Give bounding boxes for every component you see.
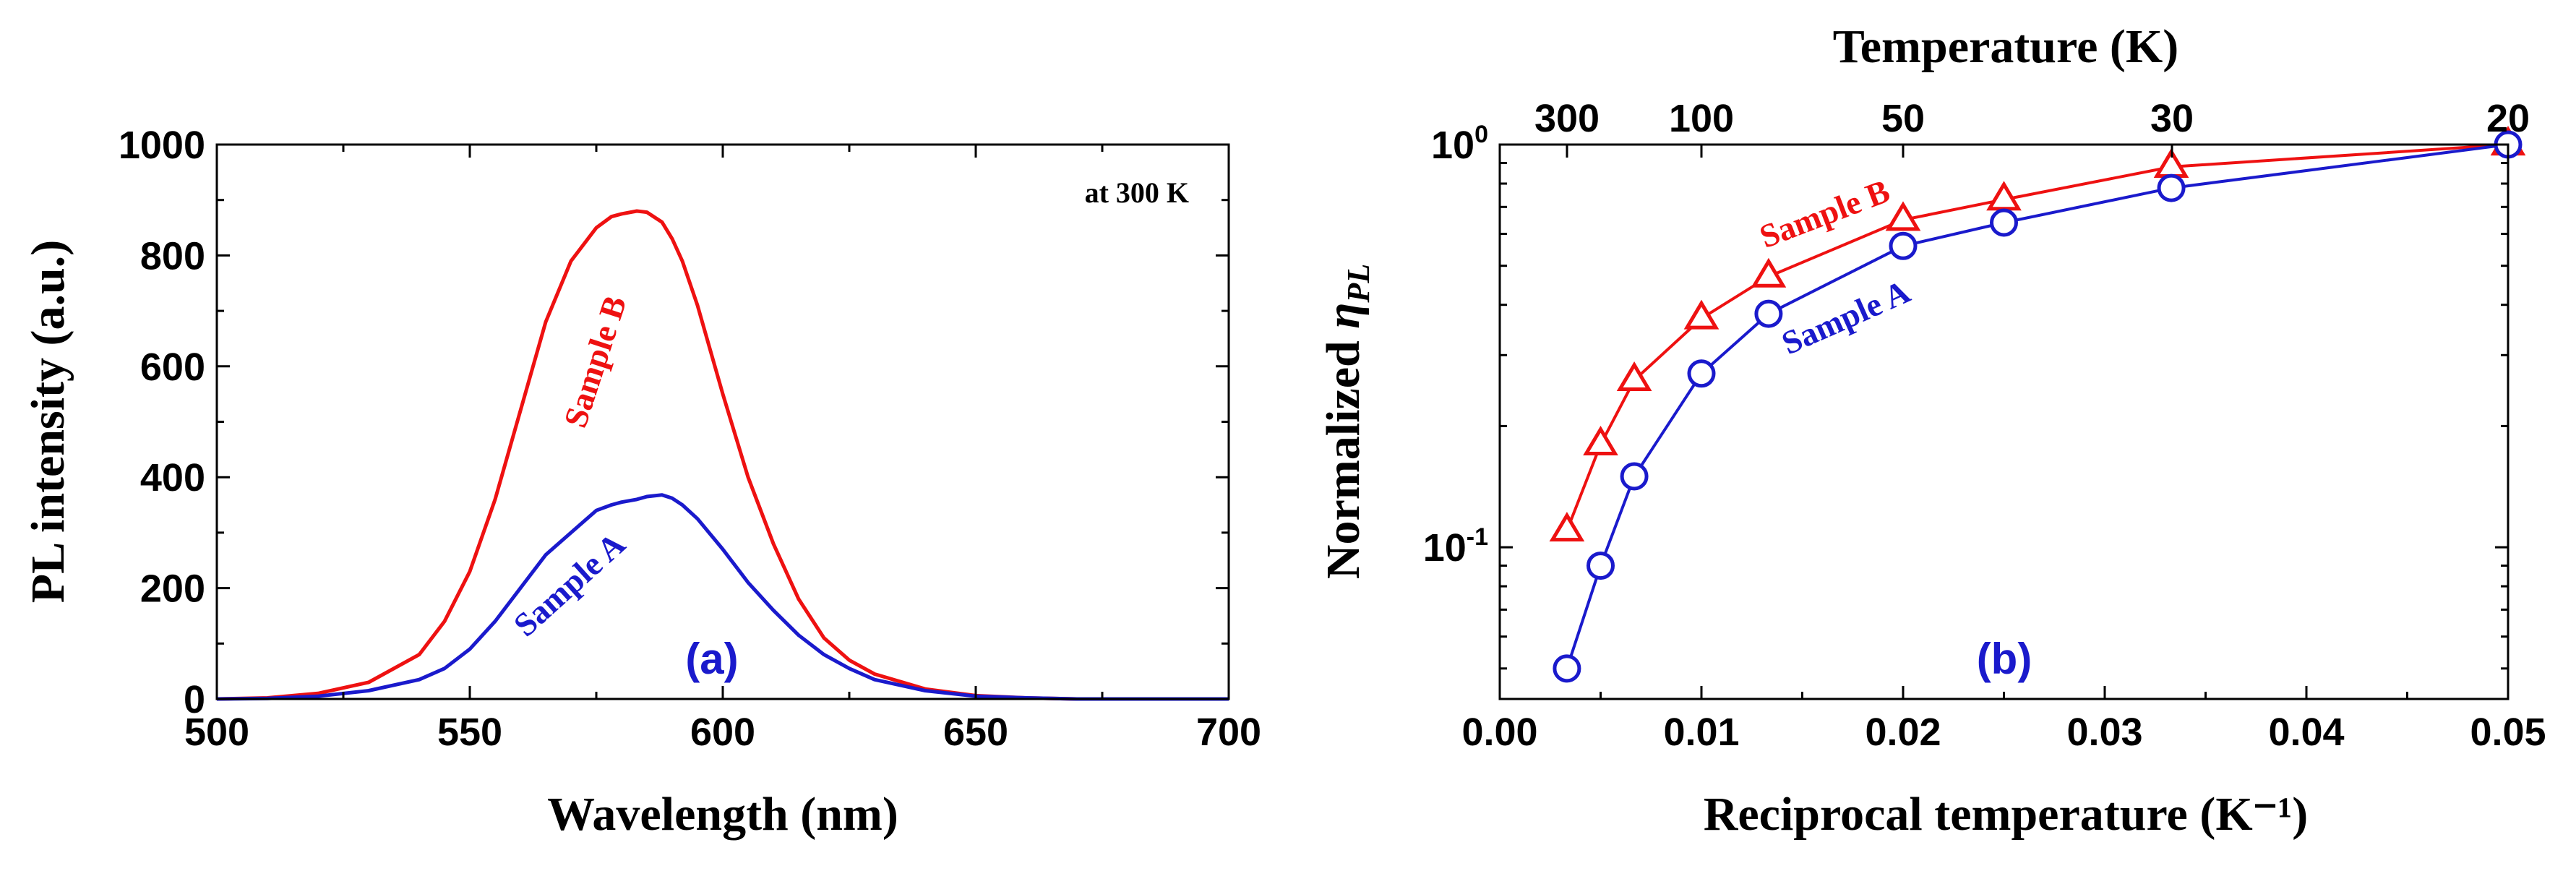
panel-a-x-tick-label: 650 — [943, 711, 1008, 754]
panel-b-label-sample-b: Sample B — [1755, 172, 1895, 255]
panel-b-top-tick-label: 100 — [1669, 97, 1734, 140]
panel-b-point-sample-b — [1751, 257, 1787, 288]
panel-b-y-tick-base: 10 — [1423, 526, 1467, 570]
panel-b-x-tick-label: 0.02 — [1865, 711, 1941, 754]
panel-b-x-ticks: 0.00 0.01 0.02 0.03 0.04 0.05 — [1461, 686, 2546, 754]
panel-b-y-title-symbol: η — [1317, 303, 1370, 329]
panel-a-line-sample-a — [216, 493, 1229, 701]
panel-a-y-tick-label: 400 — [140, 456, 205, 499]
panel-a-frame — [215, 143, 1230, 700]
panel-a-panel-label: (a) — [685, 635, 738, 683]
panel-a-curves — [216, 209, 1229, 701]
panel-a-y-tick-label: 1000 — [119, 124, 205, 167]
panel-b-x-tick-label: 0.05 — [2470, 711, 2546, 754]
panel-b-label-sample-a: Sample A — [1777, 273, 1915, 361]
panel-a-y-tick-label: 200 — [140, 567, 205, 611]
panel-b-point-sample-a — [1990, 208, 2018, 237]
panel-a-y-tick-label: 800 — [140, 234, 205, 278]
panel-a-y-tick-label: 0 — [184, 678, 205, 721]
panel-b-point-sample-b — [1616, 361, 1652, 392]
panel-a-x-tick-label: 550 — [437, 711, 502, 754]
panel-a-x-axis-title: Wavelength (nm) — [547, 788, 898, 841]
panel-b-x-tick-label: 0.03 — [2066, 711, 2142, 754]
panel-a-x-tick-label: 600 — [690, 711, 755, 754]
panel-b-point-sample-a — [1587, 552, 1615, 580]
panel-a-y-ticks: 0 200 400 600 800 1000 — [119, 124, 1229, 721]
panel-b-top-ticks: 300 100 50 30 20 — [1534, 97, 2530, 158]
panel-b-y-tick-exponent: -1 — [1467, 523, 1488, 551]
panel-b-x-tick-label: 0.00 — [1461, 711, 1537, 754]
panel-b-point-sample-b — [1549, 512, 1585, 542]
panel-b-point-sample-a — [1754, 299, 1783, 328]
panel-a-x-ticks: 500 550 600 650 700 — [184, 145, 1261, 754]
panel-b-series — [1549, 126, 2526, 683]
panel-b-point-sample-a — [1553, 654, 1581, 683]
panel-b-y-tick-base: 10 — [1431, 124, 1474, 167]
panel-a-y-tick-label: 600 — [140, 346, 205, 389]
panel-b-x-tick-label: 0.01 — [1663, 711, 1739, 754]
panel-b-top-axis-title: Temperature (K) — [1833, 20, 2178, 73]
panel-b-top-tick-label: 50 — [1881, 97, 1925, 140]
panel-b-y-title-sub: PL — [1341, 264, 1376, 304]
panel-b-y-tick-label: 100 — [1431, 121, 1488, 167]
panel-b-y-axis-title: Normalized ηPL — [1317, 264, 1376, 579]
panel-a-y-axis-title: PL intensity (a.u.) — [22, 240, 74, 603]
panel-a-annotation: at 300 K — [1085, 176, 1189, 209]
panel-b-point-sample-a — [1620, 462, 1649, 491]
panel-b-top-tick-label: 20 — [2486, 97, 2530, 140]
panel-b-top-tick-label: 300 — [1534, 97, 1600, 140]
panel-b-y-tick-label: 10-1 — [1423, 523, 1488, 570]
panel-a-label-sample-b: Sample B — [557, 291, 634, 432]
panel-a-x-tick-label: 700 — [1196, 711, 1261, 754]
panel-b-x-tick-label: 0.04 — [2268, 711, 2344, 754]
panel-b-point-sample-b — [1583, 425, 1618, 455]
panel-b-point-sample-a — [2157, 173, 2186, 202]
panel-a-chart: 500 550 600 650 700 0 200 400 600 800 1000 Wavele… — [22, 124, 1261, 841]
panel-b-y-tick-exponent: 0 — [1474, 121, 1488, 148]
panel-b-line-sample-a — [1565, 143, 2509, 669]
panel-b-point-sample-b — [1683, 299, 1720, 330]
panel-b-x-axis-title: Reciprocal temperature (K⁻¹) — [1704, 788, 2309, 841]
panel-b-top-tick-label: 30 — [2150, 97, 2194, 140]
panel-b-y-title-main: Normalized — [1317, 329, 1370, 579]
panel-b-point-sample-b — [1885, 201, 1921, 231]
panel-a-x-tick-label: 500 — [184, 711, 249, 754]
panel-a-line-sample-b — [216, 209, 1229, 701]
panel-b-line-sample-b — [1566, 143, 2509, 531]
panel-b-point-sample-a — [1889, 231, 1918, 260]
panel-b-panel-label: (b) — [1977, 635, 2032, 683]
panel-b-point-sample-a — [1687, 359, 1716, 388]
